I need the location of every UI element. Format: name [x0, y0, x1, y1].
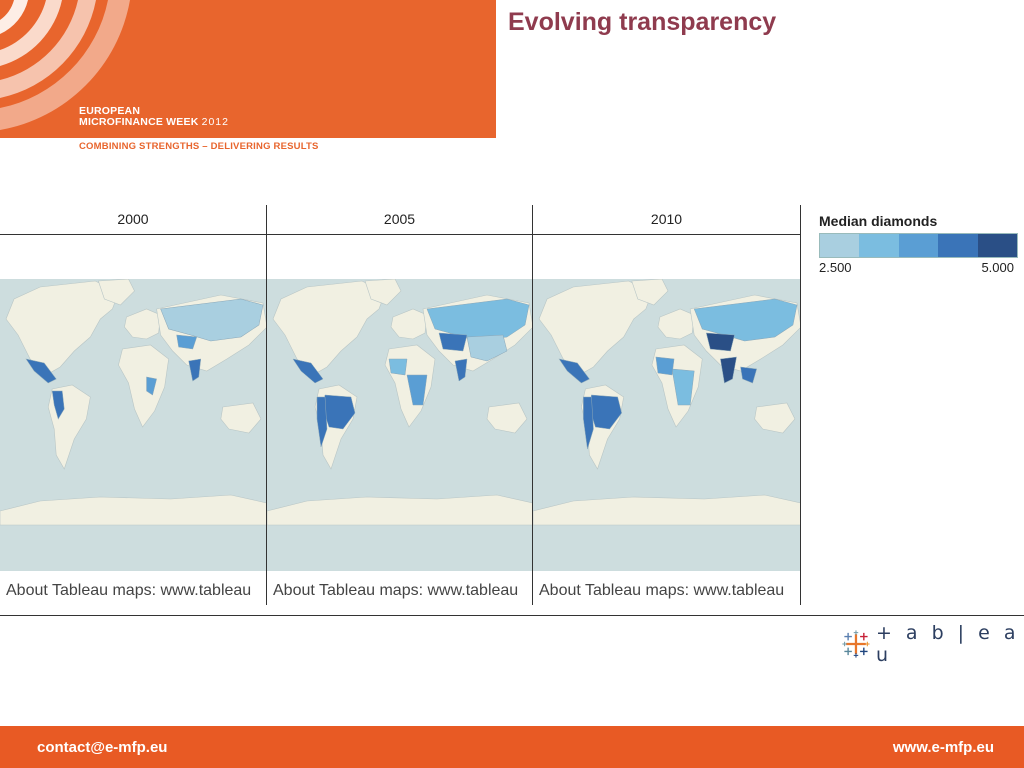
slide-title: Evolving transparency: [508, 8, 777, 36]
region-andes: [583, 396, 594, 450]
brand-line-2: MICROFINANCE WEEK 2012: [79, 117, 229, 128]
footer-bar: contact@e-mfp.eu www.e-mfp.eu: [0, 726, 1024, 768]
color-legend: Median diamonds 2.500 5.000: [819, 213, 1018, 275]
region-andes: [316, 396, 328, 448]
map-attribution[interactable]: About Tableau maps: www.tableau: [273, 582, 519, 600]
legend-swatch: [820, 234, 860, 257]
map-attribution[interactable]: About Tableau maps: www.tableau: [539, 582, 785, 600]
region-russia: [160, 298, 264, 342]
legend-color-ramp: [819, 233, 1018, 258]
region-se-asia: [740, 366, 757, 384]
region-andes: [51, 390, 65, 420]
panel-baseline: [0, 615, 1024, 616]
land-greenland: [97, 279, 135, 306]
world-map-svg: [267, 279, 532, 571]
land-greenland: [364, 279, 402, 306]
legend-swatch: [898, 234, 939, 257]
region-india: [720, 356, 737, 384]
region-central-asia: [705, 332, 735, 352]
world-map: About Tableau maps: www.tableau: [533, 235, 800, 605]
map-attribution[interactable]: About Tableau maps: www.tableau: [6, 582, 252, 600]
region-africa-west: [655, 356, 675, 376]
brand-line-1: EUROPEAN: [79, 105, 141, 117]
brand-name: EUROPEAN MICROFINANCE WEEK 2012: [79, 106, 229, 128]
land-antarctica: [267, 494, 532, 526]
land-australia: [486, 402, 528, 434]
map-panel-2000: 2000 About Tableau maps: www.tableau: [0, 205, 267, 605]
brand-line-2-text: MICROFINANCE WEEK: [79, 116, 199, 128]
land-europe: [124, 308, 161, 340]
land-europe: [657, 308, 695, 340]
region-east-africa: [146, 376, 157, 396]
land-antarctica: [0, 494, 266, 526]
header-banner: EUROPEAN MICROFINANCE WEEK 2012: [0, 0, 496, 138]
land-africa: [118, 344, 169, 428]
world-map-svg: [0, 279, 266, 571]
region-mexico-central-america: [292, 358, 324, 384]
legend-max-label: 5.000: [981, 260, 1014, 275]
region-russia: [693, 298, 798, 342]
legend-min-label: 2.500: [819, 260, 852, 275]
panel-year-label: 2005: [267, 205, 532, 235]
region-central-asia: [176, 334, 198, 350]
region-china: [466, 334, 508, 362]
region-africa-west: [388, 358, 408, 376]
map-panel-2010: 2010 About Tableau maps: www.tableau: [533, 205, 801, 605]
legend-swatch: [859, 234, 899, 257]
region-india: [454, 358, 468, 382]
tagline: COMBINING STRENGTHS – DELIVERING RESULTS: [79, 141, 319, 152]
map-panels: 2000 About Tableau maps: www.tableau 200…: [0, 205, 801, 605]
world-map-svg: [533, 279, 800, 571]
region-russia: [426, 298, 530, 342]
panel-year-label: 2010: [533, 205, 800, 235]
brand-arcs-icon: [0, 0, 130, 130]
map-panel-2005: 2005 About Tableau maps: www.tableau: [267, 205, 533, 605]
region-africa-east: [671, 368, 695, 406]
region-india: [188, 358, 202, 382]
world-map: About Tableau maps: www.tableau: [267, 235, 532, 605]
world-map: About Tableau maps: www.tableau: [0, 235, 266, 605]
tableau-wordmark: + a b | e a u: [875, 622, 1020, 666]
panel-year-label: 2000: [0, 205, 266, 235]
website-link: www.e-mfp.eu: [892, 739, 994, 756]
land-europe: [390, 308, 428, 340]
land-australia: [754, 402, 796, 434]
land-antarctica: [533, 494, 800, 526]
land-australia: [220, 402, 262, 434]
legend-swatch: [977, 234, 1018, 257]
region-africa-east: [406, 374, 428, 406]
region-mexico-central-america: [558, 358, 590, 384]
map-visualization: 2000 About Tableau maps: www.tableau 200…: [0, 205, 1024, 617]
region-central-asia: [438, 332, 468, 352]
tableau-plus-icon: [842, 630, 870, 658]
region-mexico-central-america: [25, 358, 57, 384]
legend-swatch: [938, 234, 978, 257]
tableau-logo: + a b | e a u: [842, 622, 1024, 666]
brand-year: 2012: [201, 116, 229, 128]
legend-title: Median diamonds: [819, 213, 938, 229]
legend-range: 2.500 5.000: [819, 260, 1014, 275]
land-greenland: [631, 279, 669, 306]
contact-email: contact@e-mfp.eu: [37, 739, 168, 756]
